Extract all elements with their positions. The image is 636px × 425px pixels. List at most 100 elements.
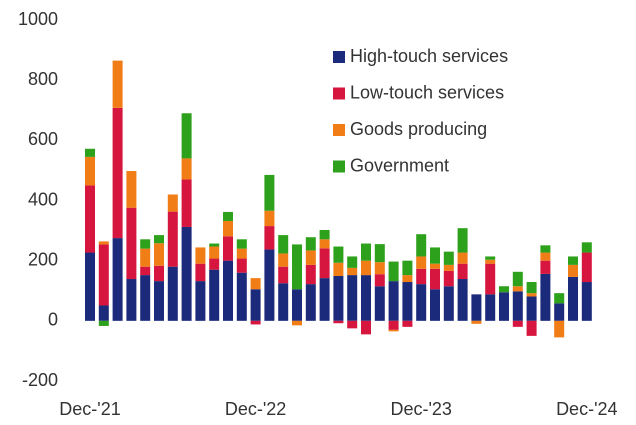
bar-segment (292, 244, 302, 290)
bar-segment (209, 246, 220, 259)
x-tick-label: Dec-'21 (59, 399, 120, 419)
bar-segment (526, 296, 537, 321)
bar-segment (457, 228, 468, 253)
bar-segment (485, 294, 496, 321)
bar-segment (223, 211, 233, 221)
legend-swatch (333, 124, 345, 136)
bar-segment (347, 256, 358, 268)
y-tick-label: 200 (28, 249, 58, 269)
bar-segment (264, 226, 275, 250)
bar-segment (278, 253, 289, 267)
bar-segment (430, 247, 440, 264)
bar-segment (361, 260, 371, 276)
bar-segment (278, 283, 289, 321)
bar-segment (319, 278, 330, 321)
bar-segment (154, 235, 164, 244)
bar-segment (85, 185, 95, 253)
bar-segment (236, 239, 247, 249)
bar-segment (333, 246, 344, 263)
bar-segment (402, 260, 413, 276)
bar-segment (305, 264, 316, 285)
bar-segment (430, 289, 440, 321)
bar-segment (540, 245, 551, 253)
bar-segment (554, 320, 565, 338)
bar-segment (526, 282, 537, 294)
bar-segment (443, 264, 454, 271)
bar-segment (443, 270, 454, 287)
bar-segment (333, 320, 344, 324)
legend-label: High-touch services (350, 46, 508, 66)
bar-segment (195, 281, 206, 321)
bar-segment (195, 247, 206, 264)
bar-segment (112, 60, 123, 108)
bar-segment (568, 264, 578, 277)
bar-segment (112, 238, 123, 321)
bar-segment (140, 239, 151, 249)
bar-segment (568, 276, 578, 321)
x-tick-label: Dec-'22 (225, 399, 286, 419)
bar-segment (85, 156, 95, 186)
bar-segment (554, 293, 565, 304)
bar-segment (181, 158, 192, 180)
bar-segment (319, 229, 330, 240)
bar-segment (347, 320, 358, 329)
bar-segment (581, 252, 592, 283)
bar-segment (443, 286, 454, 321)
bar-segment (554, 303, 565, 321)
bar-segment (457, 252, 468, 264)
bar-segment (526, 293, 537, 297)
bar-segment (264, 174, 275, 211)
bar-segment (430, 268, 440, 290)
bar-segment (388, 281, 399, 321)
x-tick-label: Dec-'24 (556, 399, 617, 419)
bar-segment (319, 239, 330, 249)
bar-segment (347, 275, 358, 321)
bar-segment (471, 320, 482, 324)
legend-swatch (333, 51, 345, 63)
bar-segment (457, 263, 468, 280)
bar-segment (457, 279, 468, 321)
bar-segment (292, 289, 302, 321)
bar-segment (416, 268, 427, 285)
bar-segment (333, 276, 344, 321)
bar-segment (526, 320, 537, 336)
bar-segment (333, 262, 344, 277)
bar-segment (568, 256, 578, 265)
bar-segment (140, 266, 151, 276)
bar-segment (361, 243, 371, 261)
bar-segment (98, 320, 109, 326)
bar-segment (126, 279, 137, 321)
bar-segment (209, 269, 220, 321)
bar-segment (126, 171, 137, 208)
bar-segment (499, 292, 509, 321)
bar-segment (250, 320, 261, 325)
bar-segment (374, 262, 385, 275)
bar-segment (388, 261, 399, 282)
bar-segment (512, 271, 523, 287)
bar-segment (499, 286, 509, 293)
y-tick-label: 400 (28, 189, 58, 209)
bar-segment (98, 305, 109, 321)
bar-segment (98, 241, 109, 245)
legend-swatch (333, 160, 345, 173)
bar-segment (278, 266, 289, 284)
bar-segment (167, 266, 178, 321)
bar-segment (236, 272, 247, 321)
legend-label: Government (350, 155, 449, 175)
bar-segment (443, 251, 454, 265)
bar-segment (167, 211, 178, 267)
bar-segment (512, 286, 523, 292)
bar-segment (347, 267, 358, 276)
bar-segment (540, 252, 551, 261)
bar-segment (374, 244, 385, 263)
bar-segment (430, 263, 440, 269)
y-tick-label: 1000 (18, 9, 58, 29)
y-tick-label: 800 (28, 69, 58, 89)
legend-label: Low-touch services (350, 82, 504, 102)
bar-segment (540, 260, 551, 274)
bar-segment (167, 194, 178, 212)
bar-segment (292, 320, 302, 326)
bar-segment (140, 275, 151, 321)
bar-segment (305, 250, 316, 265)
